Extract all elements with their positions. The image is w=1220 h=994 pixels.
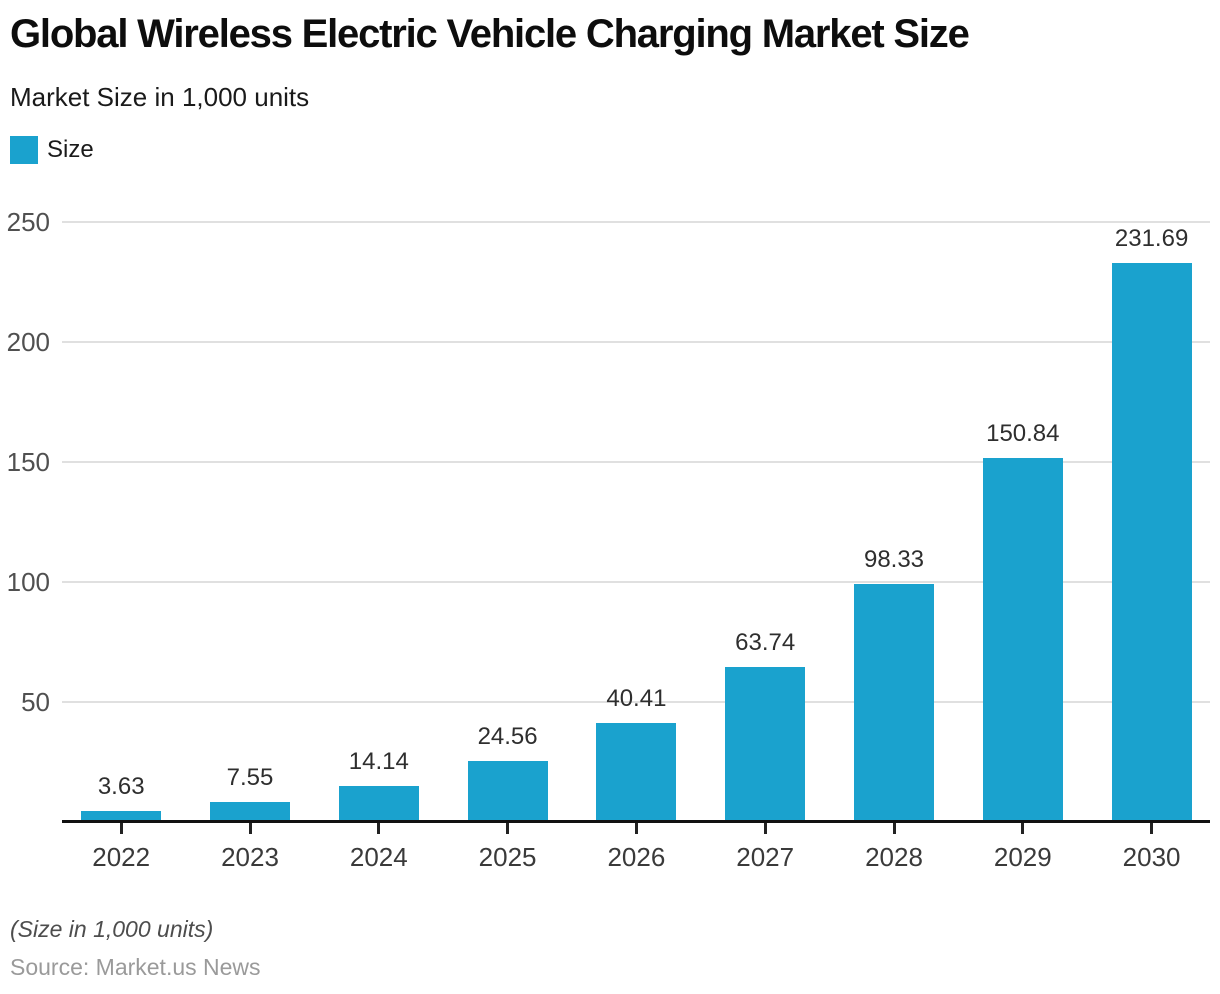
x-axis-tick-2028	[892, 823, 896, 834]
y-axis-label-250: 250	[6, 206, 50, 237]
y-axis-label-50: 50	[21, 686, 50, 717]
x-axis-tick-2022	[119, 823, 123, 834]
legend-item-size[interactable]: Size	[10, 136, 94, 164]
bar-2027[interactable]	[725, 667, 806, 820]
x-axis-tick-2029	[1021, 823, 1025, 834]
bar-2025[interactable]	[467, 761, 548, 820]
bar-2022[interactable]	[81, 811, 162, 820]
bar-2030[interactable]	[1111, 263, 1192, 820]
gridline-250	[62, 220, 1210, 223]
x-axis-label-2029: 2029	[993, 842, 1052, 872]
value-label-2029: 150.84	[986, 420, 1060, 447]
units-footnote: (Size in 1,000 units)	[10, 916, 214, 942]
x-axis-label-2027: 2027	[736, 842, 795, 872]
value-label-2028: 98.33	[863, 546, 925, 573]
x-axis-line	[62, 820, 1210, 823]
x-axis-label-2023: 2023	[221, 842, 279, 872]
value-label-2025: 24.56	[477, 723, 538, 750]
value-label-2024: 14.14	[348, 748, 409, 775]
gridline-50	[62, 700, 1210, 703]
bar-2024[interactable]	[338, 786, 419, 820]
value-label-2022: 3.63	[97, 773, 145, 800]
gridline-200	[62, 340, 1210, 343]
x-axis-label-2030: 2030	[1122, 842, 1181, 872]
value-label-2023: 7.55	[226, 764, 274, 791]
value-label-2030: 231.69	[1114, 225, 1189, 252]
x-axis-tick-2026	[634, 823, 638, 834]
gridline-150	[62, 460, 1210, 463]
bar-2029[interactable]	[982, 458, 1063, 820]
x-axis-tick-2027	[763, 823, 767, 834]
x-axis-label-2022: 2022	[92, 842, 151, 872]
x-axis-tick-2025	[506, 823, 510, 834]
bar-2023[interactable]	[210, 802, 290, 820]
x-axis-tick-2023	[248, 823, 252, 834]
value-label-2026: 40.41	[606, 685, 667, 712]
bar-2028[interactable]	[854, 584, 934, 820]
x-axis-label-2028: 2028	[865, 842, 923, 872]
chart-subtitle: Market Size in 1,000 units	[10, 82, 310, 112]
source-credit: Source: Market.us News	[10, 954, 261, 980]
y-axis-label-200: 200	[6, 326, 50, 357]
bar-2026[interactable]	[596, 723, 677, 820]
y-axis-label-150: 150	[6, 446, 50, 477]
x-axis-tick-2024	[377, 823, 381, 834]
x-axis-tick-2030	[1150, 823, 1154, 834]
legend-swatch-icon	[10, 136, 38, 164]
gridline-100	[62, 580, 1210, 583]
value-label-2027: 63.74	[735, 629, 796, 656]
x-axis-label-2024: 2024	[349, 842, 408, 872]
x-axis-label-2026: 2026	[607, 842, 666, 872]
y-axis-label-100: 100	[6, 566, 50, 597]
legend-label: Size	[47, 136, 94, 163]
chart-title: Global Wireless Electric Vehicle Chargin…	[10, 12, 970, 56]
x-axis-label-2025: 2025	[478, 842, 537, 872]
